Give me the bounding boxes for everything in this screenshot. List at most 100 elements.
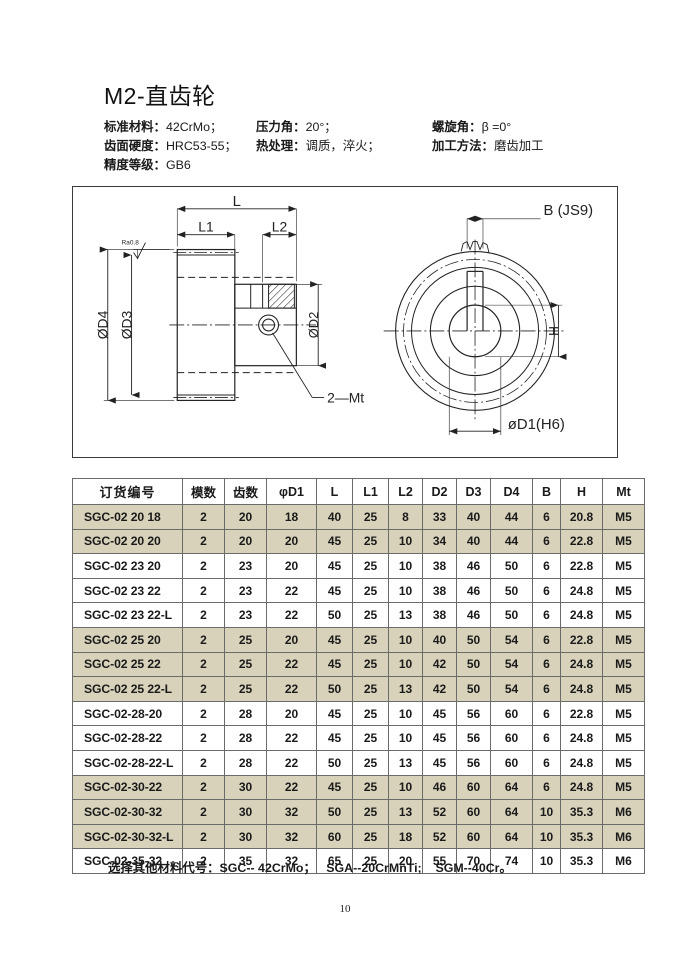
cell-value: 23	[224, 602, 267, 628]
cell-value: 35.3	[560, 799, 603, 825]
table-row: SGC-02 25 20 2 25 20 45 25 10 40 50 54 6 22.8 M5	[72, 626, 645, 653]
cell-value: 64	[490, 799, 533, 825]
cell-value: 25	[352, 504, 389, 530]
cell-value: 2	[182, 602, 225, 628]
cell-order-code: SGC-02 25 22	[72, 651, 183, 678]
cell-value: 28	[224, 725, 267, 751]
technical-drawing-frame: L L1 L2 ØD4 ØD3 ØD2 Ra0.8 2—Mt B (JS9) H…	[72, 186, 618, 458]
cell-value: 24.8	[560, 676, 603, 702]
cell-value: 64	[490, 774, 533, 801]
table-row: SGC-02 23 22 2 23 22 45 25 10 38 46 50 6 24.8 M5	[72, 577, 645, 604]
cell-value: 35.3	[560, 823, 603, 850]
dim-label-B: B (JS9)	[544, 203, 594, 219]
cell-value: 56	[456, 700, 491, 727]
cell-value: 20	[266, 626, 317, 653]
cell-value: 23	[224, 577, 267, 604]
cell-value: 25	[352, 626, 389, 653]
cell-value: 2	[182, 823, 225, 850]
cell-value: 23	[224, 553, 267, 579]
cell-value: M5	[602, 602, 645, 628]
cell-value: 20	[266, 553, 317, 579]
cell-value: 10	[532, 799, 561, 825]
cell-value: M6	[602, 823, 645, 850]
cell-value: 8	[388, 504, 423, 530]
material-code-footnote: 选择其他材料代号：SGC-- 42CrMo； SGA--20CrMnTi; SG…	[108, 861, 512, 875]
cell-value: 34	[422, 528, 457, 555]
table-row: SGC-02-35-32 2 35 32 65 25 20 55 70 74 10 35.3 M6	[72, 848, 645, 874]
table-row: SGC-02-28-20 2 28 20 45 25 10 45 56 60 6 22.8 M5	[72, 700, 645, 727]
cell-order-code: SGC-02-30-32-L	[72, 823, 183, 850]
cell-value: M5	[602, 651, 645, 678]
cell-value: 20	[388, 848, 423, 874]
cell-value: 22	[266, 749, 317, 776]
cell-value: 45	[316, 651, 353, 678]
cell-value: 24.8	[560, 651, 603, 678]
cell-value: 20	[224, 504, 267, 530]
cell-value: 6	[532, 700, 561, 727]
cell-value: 13	[388, 676, 423, 702]
table-header: 订货编号 模数 齿数 φD1 L L1 L2 D2 D3 D4 B H Mt	[72, 478, 645, 505]
cell-value: 10	[388, 553, 423, 579]
cell-value: 50	[316, 676, 353, 702]
cell-value: 25	[352, 700, 389, 727]
cell-value: 45	[316, 577, 353, 604]
cell-value: 45	[316, 725, 353, 751]
cell-value: 46	[456, 602, 491, 628]
cell-value: 20.8	[560, 504, 603, 530]
cell-order-code: SGC-02-30-32	[72, 799, 183, 825]
cell-value: 40	[456, 528, 491, 555]
cell-value: 20	[224, 528, 267, 555]
cell-value: 13	[388, 749, 423, 776]
cell-value: 50	[316, 799, 353, 825]
cell-value: 50	[456, 676, 491, 702]
cell-order-code: SGC-02 20 20	[72, 528, 183, 555]
cell-value: 2	[182, 799, 225, 825]
cell-value: 2	[182, 577, 225, 604]
cell-value: 30	[224, 774, 267, 801]
cell-value: 24.8	[560, 577, 603, 604]
cell-value: 32	[266, 799, 317, 825]
cell-value: 25	[352, 676, 389, 702]
tap-callout-label: 2—Mt	[327, 389, 364, 405]
cell-value: M5	[602, 626, 645, 653]
cell-value: 60	[456, 823, 491, 850]
col-header-b: B	[532, 478, 561, 505]
spec-label-heat-treatment: 热处理：	[256, 139, 306, 154]
cell-value: 2	[182, 725, 225, 751]
cell-value: 50	[456, 651, 491, 678]
table-row: SGC-02-30-22 2 30 22 45 25 10 46 60 64 6 24.8 M5	[72, 774, 645, 801]
dim-label-L1: L1	[198, 219, 214, 235]
cell-value: 10	[388, 528, 423, 555]
cell-value: 25	[352, 577, 389, 604]
cell-value: M5	[602, 577, 645, 604]
cell-value: 25	[352, 799, 389, 825]
cell-value: 25	[352, 602, 389, 628]
cell-value: 55	[422, 848, 457, 874]
cell-value: 10	[388, 577, 423, 604]
spec-value-accuracy: GB6	[165, 158, 191, 173]
spec-line-1: 标准材料：42CrMo； 压力角：20°； 螺旋角：β =0°	[104, 118, 624, 137]
cell-value: 50	[316, 749, 353, 776]
cell-value: 13	[388, 602, 423, 628]
cell-value: 2	[182, 749, 225, 776]
cell-value: 6	[532, 774, 561, 801]
cell-value: 70	[456, 848, 491, 874]
cell-value: 46	[422, 774, 457, 801]
dim-label-D4: ØD4	[95, 310, 111, 339]
cell-value: 35	[224, 848, 267, 874]
col-header-l1: L1	[352, 478, 389, 505]
cell-value: 10	[388, 700, 423, 727]
cell-value: 25	[224, 626, 267, 653]
cell-value: 42	[422, 651, 457, 678]
cell-order-code: SGC-02-28-22-L	[72, 749, 183, 776]
cell-value: 2	[182, 774, 225, 801]
dim-label-L2: L2	[272, 219, 288, 235]
cell-order-code: SGC-02 23 20	[72, 553, 183, 579]
cell-value: 10	[388, 651, 423, 678]
table-row: SGC-02-30-32 2 30 32 50 25 13 52 60 64 10 35.3 M6	[72, 799, 645, 825]
cell-value: 44	[490, 504, 533, 530]
table-row: SGC-02 25 22 2 25 22 45 25 10 42 50 54 6 24.8 M5	[72, 651, 645, 678]
cell-value: 45	[316, 774, 353, 801]
cell-value: 45	[316, 553, 353, 579]
spec-label-process: 加工方法：	[432, 139, 494, 154]
